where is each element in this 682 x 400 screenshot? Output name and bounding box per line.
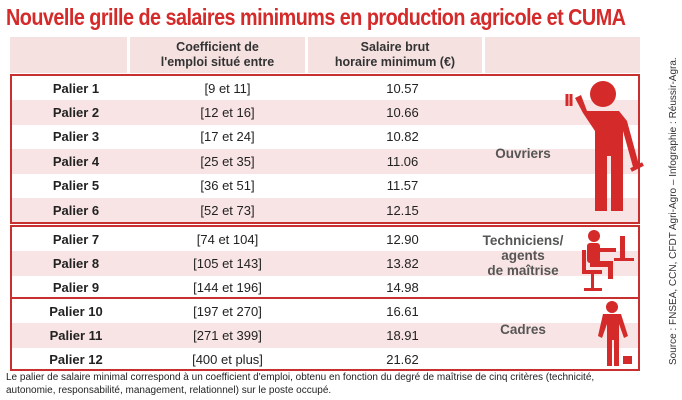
coef-cell: [144 et 196] xyxy=(193,280,262,296)
header-category xyxy=(485,37,640,73)
salary-cell: 13.82 xyxy=(386,256,419,272)
header-salary: Salaire brut horaire minimum (€) xyxy=(308,37,482,73)
palier-cell: Palier 12 xyxy=(49,352,103,368)
salary-cell: 14.98 xyxy=(386,280,419,296)
category-techniciens: Techniciens/agents de maîtrise xyxy=(478,233,568,278)
palier-cell: Palier 4 xyxy=(52,153,100,169)
page-title: Nouvelle grille de salaires minimums en … xyxy=(6,4,626,30)
table-row: Palier 6 [52 et 73] 12.15 xyxy=(12,197,638,223)
source-credit: Source : FNSEA, CCN, CFDT Agri-Agro – In… xyxy=(668,57,679,365)
header-salary-line1: Salaire brut xyxy=(360,40,430,54)
palier-cell: Palier 2 xyxy=(52,105,100,121)
table-row: Palier 5 [36 et 51] 11.57 xyxy=(12,174,638,198)
worker-icon xyxy=(565,81,644,211)
table-row: Palier 11 [271 et 399] 18.91 xyxy=(12,323,638,348)
cat-line: agents xyxy=(501,248,545,263)
palier-cell: Palier 5 xyxy=(52,178,100,194)
coef-cell: [271 et 399] xyxy=(193,328,262,344)
salary-cell: 11.06 xyxy=(386,153,419,169)
header-coefficient: Coefficient de l'emploi situé entre xyxy=(130,37,305,73)
coef-cell: [12 et 16] xyxy=(200,105,255,121)
coef-cell: [25 et 35] xyxy=(200,153,255,169)
salary-cell: 10.82 xyxy=(386,129,419,145)
salary-cell: 21.62 xyxy=(386,352,419,368)
palier-cell: Palier 8 xyxy=(52,256,100,272)
salary-cell: 10.66 xyxy=(386,105,419,121)
technician-desk-icon xyxy=(582,230,634,291)
palier-cell: Palier 3 xyxy=(52,129,100,145)
coef-cell: [9 et 11] xyxy=(204,80,251,96)
group-ouvriers: Palier 1 [9 et 11] 10.57 Palier 2 [12 et 16]… xyxy=(10,74,640,224)
footnote: Le palier de salaire minimal correspond … xyxy=(6,372,595,396)
salary-cell: 16.61 xyxy=(386,303,419,319)
palier-cell: Palier 1 xyxy=(52,80,100,96)
group-cadres: Palier 10 [197 et 270] 16.61 Palier 11 [271 … xyxy=(10,297,640,371)
group-techniciens: Palier 7 [74 et 104] 12.90 Palier 8 [105 et … xyxy=(10,225,640,300)
coef-cell: [400 et plus] xyxy=(192,352,263,368)
header-coef-line1: Coefficient de xyxy=(176,40,259,54)
coef-cell: [52 et 73] xyxy=(200,202,255,218)
palier-cell: Palier 7 xyxy=(52,231,100,247)
cat-line: de maîtrise xyxy=(487,263,559,278)
table-row: Palier 12 [400 et plus] 21.62 xyxy=(12,348,638,372)
salary-cell: 11.57 xyxy=(386,178,419,194)
palier-cell: Palier 10 xyxy=(49,303,103,319)
coef-cell: [17 et 24] xyxy=(200,129,255,145)
table-row: Palier 1 [9 et 11] 10.57 xyxy=(12,76,638,100)
salary-cell: 12.90 xyxy=(386,231,419,247)
coef-cell: [74 et 104] xyxy=(196,231,259,247)
table-row: Palier 10 [197 et 270] 16.61 xyxy=(12,299,638,323)
header-salary-line2: horaire minimum (€) xyxy=(334,55,456,69)
header-coef-line2: l'emploi situé entre xyxy=(160,55,275,69)
table-row: Palier 4 [25 et 35] 11.06 xyxy=(12,149,638,174)
category-cadres: Cadres xyxy=(500,322,546,337)
salary-cell: 10.57 xyxy=(386,80,419,96)
table-row: Palier 2 [12 et 16] 10.66 xyxy=(12,100,638,125)
cat-line: Techniciens/ xyxy=(482,233,564,248)
coef-cell: [197 et 270] xyxy=(193,303,262,319)
palier-cell: Palier 9 xyxy=(52,280,100,296)
table-row: Palier 3 [17 et 24] 10.82 xyxy=(12,125,638,149)
salary-cell: 18.91 xyxy=(386,328,419,344)
category-ouvriers: Ouvriers xyxy=(495,146,551,161)
manager-icon xyxy=(598,301,632,366)
coef-cell: [105 et 143] xyxy=(193,256,262,272)
table-row: Palier 8 [105 et 143] 13.82 xyxy=(12,251,638,276)
salary-cell: 12.15 xyxy=(386,202,419,218)
table-row: Palier 9 [144 et 196] 14.98 xyxy=(12,276,638,300)
coef-cell: [36 et 51] xyxy=(200,178,255,194)
palier-cell: Palier 6 xyxy=(52,202,100,218)
palier-cell: Palier 11 xyxy=(49,328,103,344)
table-row: Palier 7 [74 et 104] 12.90 xyxy=(12,227,638,251)
header-blank xyxy=(10,37,127,73)
